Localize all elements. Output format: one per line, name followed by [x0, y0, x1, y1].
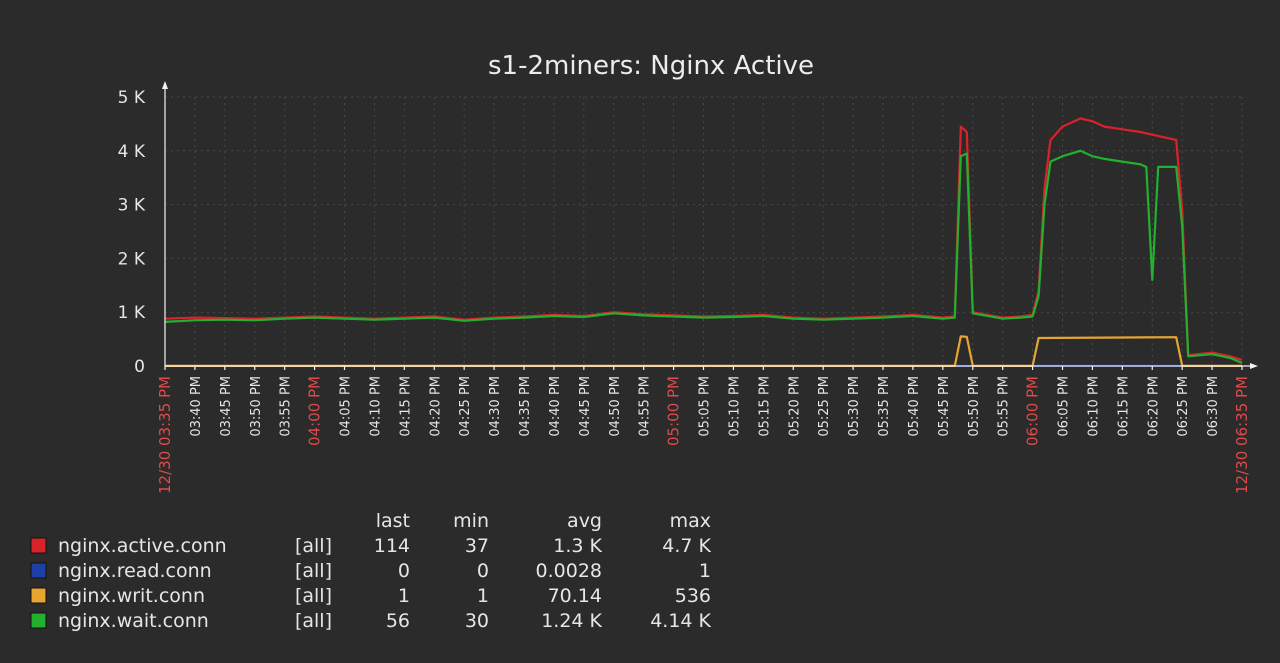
y-axis-arrow [162, 81, 168, 89]
x-tick-label: 05:10 PM [727, 376, 742, 437]
x-tick-label: 03:50 PM [249, 376, 264, 437]
legend-value-last: 0 [398, 560, 410, 582]
legend-value-min: 0 [477, 560, 489, 582]
legend-scope: [all] [295, 560, 332, 582]
legend-header: max [670, 510, 711, 532]
legend-value-last: 114 [374, 535, 410, 557]
x-tick-label: 05:50 PM [967, 376, 982, 437]
x-tick-label: 04:40 PM [548, 376, 563, 437]
legend-scope: [all] [295, 535, 332, 557]
x-tick-label: 04:10 PM [368, 376, 383, 437]
legend-value-avg: 0.0028 [536, 560, 602, 582]
y-tick-label: 3 K [118, 196, 146, 216]
x-tick-label: 05:45 PM [937, 376, 952, 437]
x-tick-label: 05:35 PM [877, 376, 892, 437]
legend-header: avg [567, 510, 602, 532]
x-tick-label: 05:25 PM [817, 376, 832, 437]
x-tick-labels: 12/30 03:35 PM 03:40 PM 03:45 PM 03:50 PM 03… [156, 376, 1251, 494]
legend-value-min: 37 [465, 535, 489, 557]
y-tick-label: 5 K [118, 88, 146, 108]
x-tick-label: 06:20 PM [1146, 376, 1161, 437]
legend-swatch [31, 563, 46, 578]
legend-series-name: nginx.read.conn [58, 560, 212, 582]
y-tick-label: 0 [134, 357, 145, 377]
legend-scope: [all] [295, 610, 332, 632]
x-tick-label: 04:45 PM [578, 376, 593, 437]
x-tick-label: 12/30 06:35 PM [1233, 376, 1251, 494]
legend-swatch [31, 538, 46, 553]
x-tick-label: 05:20 PM [787, 376, 802, 437]
x-tick-label: 06:00 PM [1024, 376, 1042, 446]
x-tick-label: 04:35 PM [518, 376, 533, 437]
axis-layer [162, 81, 1258, 370]
legend-scope: [all] [295, 585, 332, 607]
legend-value-avg: 1.24 K [541, 610, 602, 632]
x-tick-label: 04:30 PM [488, 376, 503, 437]
x-tick-label: 04:25 PM [458, 376, 473, 437]
legend-value-last: 1 [398, 585, 410, 607]
x-tick-label: 06:05 PM [1057, 376, 1072, 437]
x-tick-label: 06:25 PM [1176, 376, 1191, 437]
legend-value-max: 4.14 K [650, 610, 711, 632]
y-tick-labels: 0 1 K 2 K 3 K 4 K 5 K [118, 88, 146, 377]
x-tick-label: 04:55 PM [638, 376, 653, 437]
x-tick-label: 05:55 PM [997, 376, 1012, 437]
legend-swatch [31, 588, 46, 603]
legend: last min avg max nginx.active.conn [all] 114 37… [31, 510, 712, 632]
legend-series-name: nginx.active.conn [58, 535, 227, 557]
y-tick-label: 4 K [118, 142, 146, 162]
x-tick-label: 03:40 PM [189, 376, 204, 437]
x-tick-label: 05:00 PM [665, 376, 683, 446]
legend-value-max: 536 [675, 585, 711, 607]
grid-layer [165, 97, 1242, 366]
legend-value-avg: 70.14 [548, 585, 602, 607]
x-tick-label: 05:05 PM [698, 376, 713, 437]
legend-swatch [31, 613, 46, 628]
x-tick-label: 06:10 PM [1086, 376, 1101, 437]
legend-value-max: 1 [699, 560, 711, 582]
x-tick-label: 04:50 PM [608, 376, 623, 437]
legend-value-max: 4.7 K [662, 535, 711, 557]
x-tick-label: 03:55 PM [279, 376, 294, 437]
legend-series-name: nginx.wait.conn [58, 610, 209, 632]
x-tick-label: 05:15 PM [757, 376, 772, 437]
legend-value-avg: 1.3 K [553, 535, 602, 557]
x-tick-label: 05:30 PM [847, 376, 862, 437]
legend-header: last [376, 510, 410, 532]
y-tick-label: 1 K [118, 303, 146, 323]
x-tick-label: 05:40 PM [907, 376, 922, 437]
x-tick-label: 04:00 PM [306, 376, 324, 446]
x-tick-label: 06:30 PM [1206, 376, 1221, 437]
chart-title: s1-2miners: Nginx Active [488, 51, 814, 81]
x-tick-label: 06:15 PM [1116, 376, 1131, 437]
legend-header: min [453, 510, 489, 532]
x-tick-label: 03:45 PM [219, 376, 234, 437]
legend-series-name: nginx.writ.conn [58, 585, 205, 607]
x-tick-label: 04:05 PM [339, 376, 354, 437]
y-tick-label: 2 K [118, 249, 146, 269]
series-line-nginx-active-conn [165, 119, 1242, 360]
x-tick-label: 04:20 PM [428, 376, 443, 437]
legend-value-min: 30 [465, 610, 489, 632]
x-tick-label: 04:15 PM [398, 376, 413, 437]
legend-value-min: 1 [477, 585, 489, 607]
x-axis-arrow [1250, 363, 1258, 369]
legend-value-last: 56 [386, 610, 410, 632]
x-tick-label: 12/30 03:35 PM [156, 376, 174, 494]
